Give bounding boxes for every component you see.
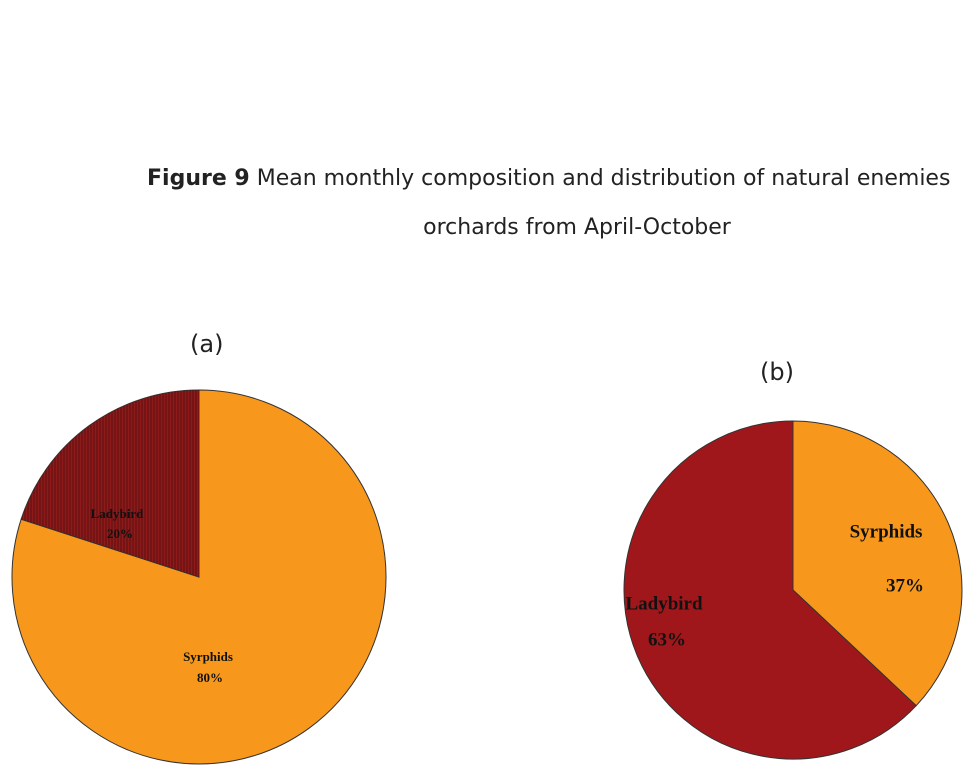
chart-title: (b) bbox=[760, 358, 794, 386]
slice-label: Ladybird bbox=[625, 593, 703, 614]
slice-label: Syrphids bbox=[183, 649, 233, 664]
caption-line: orchards from April-October bbox=[423, 215, 732, 240]
pie-slice bbox=[623, 420, 917, 760]
slice-value: 37% bbox=[886, 575, 924, 596]
caption-text: Mean monthly composition and distributio… bbox=[257, 166, 951, 191]
chart-title: (a) bbox=[190, 330, 223, 358]
slice-value: 80% bbox=[197, 670, 223, 685]
pie-slice bbox=[792, 420, 963, 707]
slice-label: Ladybird bbox=[91, 506, 145, 521]
caption-label: Figure 9 bbox=[147, 166, 250, 191]
slice-value: 20% bbox=[107, 526, 133, 541]
slice-value: 63% bbox=[648, 629, 686, 650]
caption-line: Figure 9 Mean monthly composition and di… bbox=[147, 166, 950, 191]
slice-hatch bbox=[21, 390, 199, 577]
slice-label: Syrphids bbox=[850, 521, 923, 542]
